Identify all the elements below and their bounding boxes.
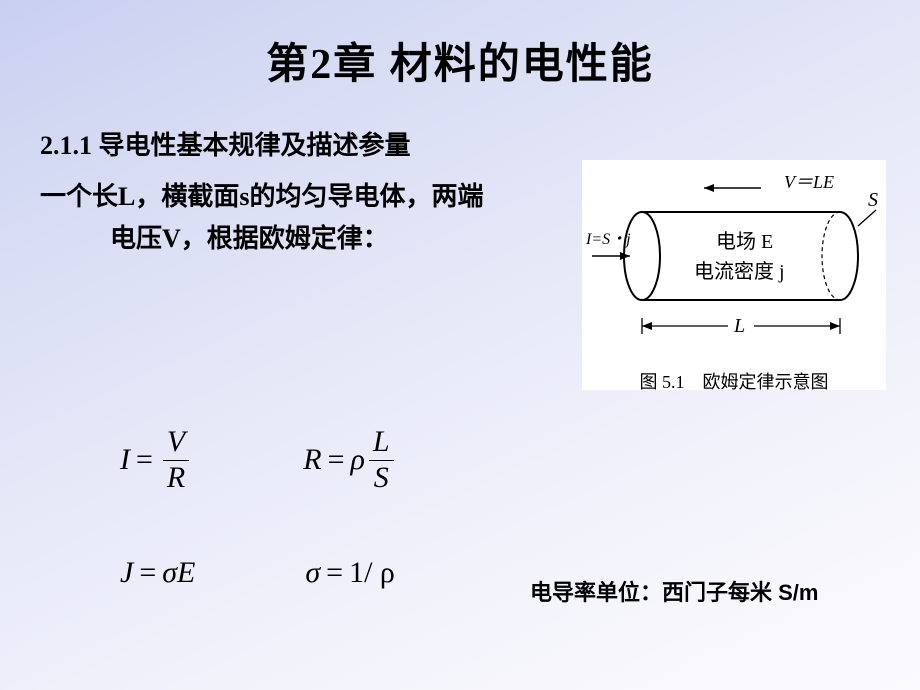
f2-den: S bbox=[370, 461, 393, 496]
f1-lhs: I bbox=[120, 443, 130, 477]
f2-num: L bbox=[369, 425, 394, 460]
formula-sigma: σ = 1/ ρ bbox=[305, 556, 395, 590]
formula-R: R = ρ L S bbox=[303, 425, 397, 495]
formula-I: I = V R bbox=[120, 425, 193, 495]
equals-sign: = bbox=[328, 443, 345, 477]
f2-coef: ρ bbox=[351, 443, 365, 477]
f1-den: R bbox=[163, 461, 189, 496]
chapter-title: 第2章 材料的电性能 bbox=[40, 30, 880, 91]
equals-sign: = bbox=[139, 556, 156, 590]
body-line-2: 电压V，根据欧姆定律： bbox=[110, 224, 389, 253]
cylinder-diagram-svg: V＝LE I=S・j S 电场 E 电流密度 j L bbox=[586, 166, 882, 362]
fig-top-label: V＝LE bbox=[784, 172, 834, 192]
f4-lhs: σ bbox=[305, 556, 320, 590]
conductivity-unit-note: 电导率单位：西门子每米 S/m bbox=[530, 575, 818, 607]
f4-rhs: 1/ ρ bbox=[349, 556, 395, 590]
fig-length-label: L bbox=[733, 315, 745, 337]
section-heading: 2.1.1 导电性基本规律及描述参量 bbox=[40, 125, 880, 162]
f1-fraction: V R bbox=[163, 425, 189, 495]
f3-rhs: σE bbox=[162, 556, 195, 590]
fig-left-label: I=S・j bbox=[586, 231, 631, 248]
equals-sign: = bbox=[136, 443, 153, 477]
formula-J: J = σE bbox=[120, 556, 195, 590]
figure-caption: 图 5.1 欧姆定律示意图 bbox=[586, 368, 882, 394]
slide-content: 第2章 材料的电性能 2.1.1 导电性基本规律及描述参量 一个长L，横截面s的… bbox=[0, 0, 920, 690]
fig-density-label: 电流密度 j bbox=[694, 260, 785, 283]
ohms-law-figure: V＝LE I=S・j S 电场 E 电流密度 j L bbox=[582, 160, 886, 390]
fig-s-label: S bbox=[868, 189, 878, 211]
f2-lhs: R bbox=[303, 443, 321, 477]
fig-field-label: 电场 E bbox=[716, 230, 773, 253]
f1-num: V bbox=[163, 425, 189, 460]
f3-lhs: J bbox=[120, 556, 133, 590]
formula-row-2: J = σE σ = 1/ ρ bbox=[120, 556, 395, 590]
equals-sign: = bbox=[326, 556, 343, 590]
body-line-1: 一个长L，横截面s的均匀导电体，两端 bbox=[40, 182, 483, 211]
f2-fraction: L S bbox=[369, 425, 394, 495]
formula-row-1: I = V R R = ρ L S bbox=[120, 425, 398, 495]
